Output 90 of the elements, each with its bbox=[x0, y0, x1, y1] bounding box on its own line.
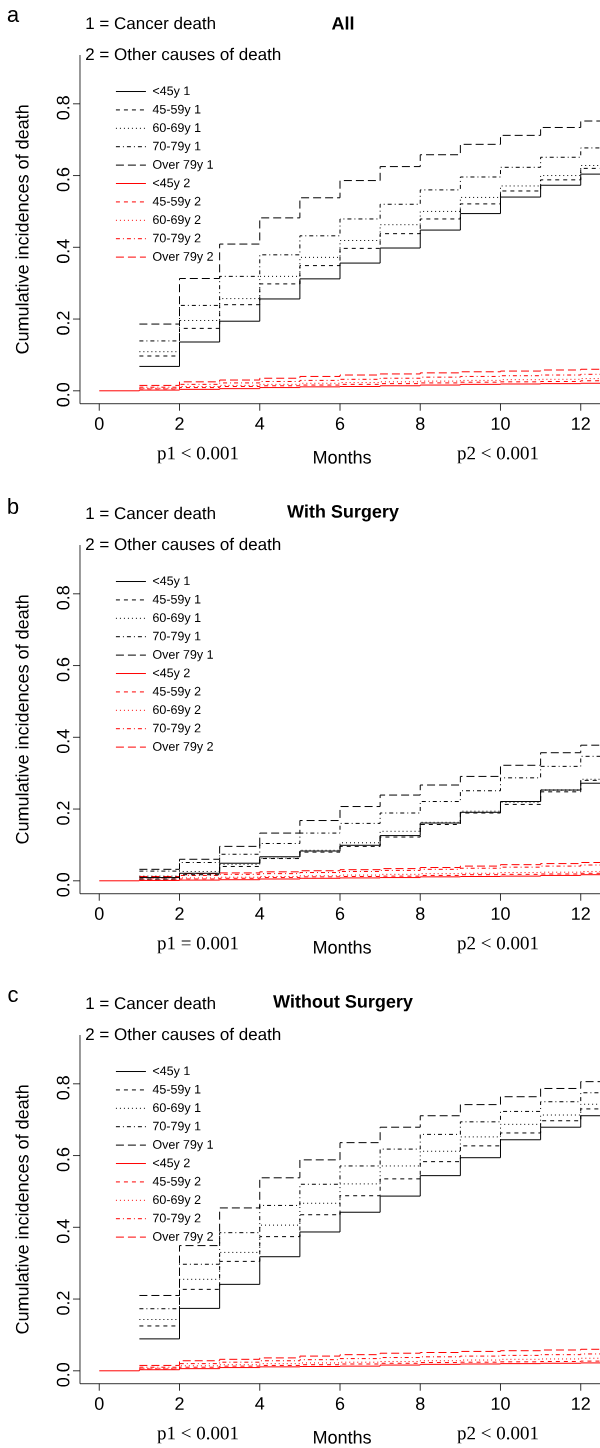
x-tick-label: 6 bbox=[335, 1397, 345, 1410]
annotation: 2 = Other causes of death bbox=[86, 537, 281, 551]
legend-label: 45-59y 1 bbox=[152, 104, 201, 117]
legend-label: Over 79y 2 bbox=[153, 742, 213, 754]
text: b bbox=[8, 497, 19, 515]
x-tick-label: 6 bbox=[335, 417, 345, 430]
x-axis-title: Months bbox=[314, 1430, 371, 1444]
text: p2 < 0.001 bbox=[457, 936, 538, 954]
y-tick-label: 0.2 bbox=[56, 1291, 70, 1315]
text: 1 = Cancer death bbox=[86, 16, 215, 30]
legend-label: 60-69y 1 bbox=[153, 1103, 201, 1115]
x-tick-label: 0 bbox=[94, 1397, 104, 1410]
y-tick-label: 0.4 bbox=[56, 1219, 70, 1244]
legend-label: 70-79y 1 bbox=[153, 141, 201, 153]
y-axis-title: Cumulative incidences of death bbox=[15, 595, 29, 844]
y-tick-label: 0.8 bbox=[56, 96, 70, 120]
y-tick-label: 0.2 bbox=[56, 801, 70, 825]
y-axis-title: Cumulative incidences of death bbox=[15, 1085, 29, 1334]
legend-label: <45y 2 bbox=[153, 668, 190, 680]
text: 1 = Cancer death bbox=[86, 996, 215, 1010]
text: p1 < 0.001 bbox=[157, 1426, 238, 1444]
y-tick-label: 0.0 bbox=[56, 382, 70, 407]
x-tick-label: 0 bbox=[94, 907, 104, 920]
legend-label: 70-79y 2 bbox=[153, 233, 201, 245]
x-tick-label: 4 bbox=[255, 907, 265, 920]
legend-label: 45-59y 2 bbox=[152, 196, 201, 209]
x-axis-title: Months bbox=[314, 940, 371, 954]
legend-label: 70-79y 2 bbox=[153, 723, 201, 735]
text: 1 = Cancer death bbox=[86, 506, 215, 520]
text: p2 < 0.001 bbox=[457, 1426, 538, 1444]
legend-label: <45y 2 bbox=[153, 178, 190, 190]
legend-label: <45y 1 bbox=[153, 86, 190, 98]
x-tick-label: 4 bbox=[255, 417, 265, 430]
legend-label: 45-59y 2 bbox=[152, 686, 201, 699]
legend-label: 70-79y 2 bbox=[153, 1213, 201, 1225]
legend-label: 60-69y 1 bbox=[153, 123, 201, 135]
x-tick-label: 8 bbox=[416, 1397, 425, 1410]
legend-label: 60-69y 2 bbox=[153, 215, 201, 227]
x-tick-label: 12 bbox=[572, 907, 590, 920]
annotation: 2 = Other causes of death bbox=[86, 1027, 281, 1041]
x-tick-label: 2 bbox=[175, 417, 184, 430]
legend-label: 45-59y 1 bbox=[152, 1084, 201, 1097]
x-tick-label: 4 bbox=[255, 1397, 265, 1410]
legend-label: Over 79y 1 bbox=[153, 650, 213, 662]
legend-label: Over 79y 1 bbox=[153, 1140, 213, 1152]
x-tick-label: 2 bbox=[175, 1397, 184, 1410]
x-tick-label: 10 bbox=[491, 907, 510, 920]
y-tick-label: 0.2 bbox=[56, 311, 70, 335]
chart-title: All bbox=[331, 16, 354, 30]
y-axis-title: Cumulative incidences of death bbox=[15, 105, 29, 354]
y-tick-label: 0.6 bbox=[56, 1147, 70, 1172]
chart-title: Without Surgery bbox=[273, 994, 413, 1012]
x-tick-label: 2 bbox=[175, 907, 184, 920]
legend-label: 45-59y 2 bbox=[152, 1176, 201, 1189]
legend-label: 60-69y 2 bbox=[153, 705, 201, 717]
legend-label: <45y 1 bbox=[153, 576, 190, 588]
x-tick-label: 0 bbox=[94, 417, 104, 430]
annotation: 2 = Other causes of death bbox=[86, 47, 281, 61]
legend-label: 60-69y 1 bbox=[153, 613, 201, 625]
legend-label: <45y 1 bbox=[153, 1066, 190, 1078]
text: p2 < 0.001 bbox=[457, 446, 538, 464]
legend-label: Over 79y 2 bbox=[153, 1232, 213, 1244]
legend-label: <45y 2 bbox=[153, 1158, 190, 1170]
y-tick-label: 0.6 bbox=[56, 167, 70, 192]
text: c bbox=[8, 989, 18, 1003]
y-tick-label: 0.8 bbox=[56, 586, 70, 610]
text: a bbox=[7, 9, 20, 23]
x-axis-title: Months bbox=[314, 450, 371, 464]
x-tick-label: 8 bbox=[416, 907, 425, 920]
y-tick-label: 0.4 bbox=[56, 729, 70, 754]
x-tick-label: 8 bbox=[416, 417, 425, 430]
legend-label: 70-79y 1 bbox=[153, 1121, 201, 1133]
x-tick-label: 10 bbox=[491, 417, 510, 430]
x-tick-label: 6 bbox=[335, 907, 345, 920]
x-tick-label: 12 bbox=[572, 417, 590, 430]
text: p1 < 0.001 bbox=[157, 446, 238, 464]
y-tick-label: 0.0 bbox=[56, 1362, 70, 1387]
legend-label: 70-79y 1 bbox=[153, 631, 201, 643]
chart-title: With Surgery bbox=[287, 504, 399, 522]
legend-label: Over 79y 2 bbox=[153, 252, 213, 264]
x-tick-label: 10 bbox=[491, 1397, 510, 1410]
legend-label: 45-59y 1 bbox=[152, 594, 201, 607]
y-tick-label: 0.0 bbox=[56, 872, 70, 897]
y-tick-label: 0.6 bbox=[56, 657, 70, 682]
y-tick-label: 0.8 bbox=[56, 1076, 70, 1100]
y-tick-label: 0.4 bbox=[56, 239, 70, 264]
legend-label: Over 79y 1 bbox=[153, 160, 213, 172]
text: p1 = 0.001 bbox=[157, 936, 238, 954]
x-tick-label: 12 bbox=[572, 1397, 590, 1410]
legend-label: 60-69y 2 bbox=[153, 1195, 201, 1207]
